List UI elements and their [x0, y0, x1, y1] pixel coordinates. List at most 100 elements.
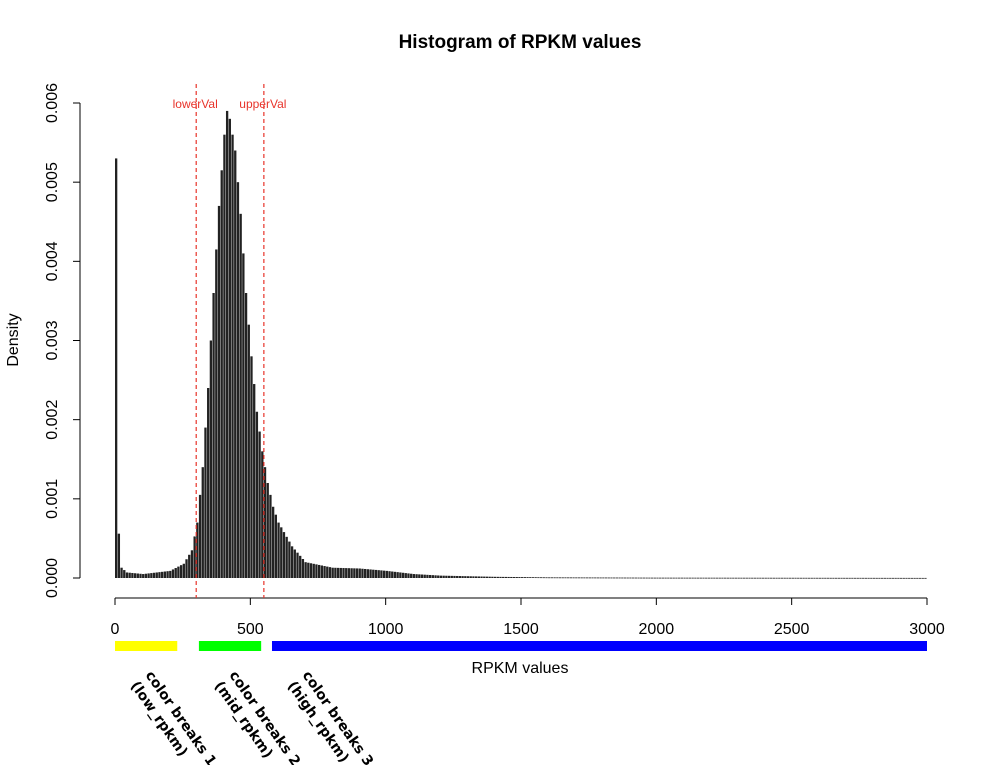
histogram-bar: [480, 576, 483, 578]
histogram-bar: [634, 577, 637, 579]
color-break-label-2: color breaks 2(mid_rpkm): [211, 668, 303, 765]
histogram-bar: [534, 577, 537, 579]
histogram-bar: [115, 158, 118, 579]
histogram-bar: [466, 576, 470, 578]
histogram-bar: [867, 577, 870, 579]
color-break-bar-3: [271, 641, 927, 651]
y-tick-label: 0.003: [44, 320, 61, 360]
reference-lines: lowerVal upperVal: [173, 84, 286, 598]
histogram-bar: [626, 577, 629, 579]
histogram-bar: [726, 577, 730, 579]
histogram-bar: [139, 573, 142, 578]
histogram-bar: [602, 577, 605, 579]
histogram-bar: [853, 577, 857, 579]
histogram-bar: [215, 249, 218, 578]
histogram-bar: [374, 569, 378, 578]
histogram-bar: [575, 577, 578, 579]
histogram-bar: [285, 536, 288, 578]
histogram-bar: [152, 572, 156, 578]
histogram-bar: [807, 577, 811, 579]
x-axis-label: RPKM values: [472, 660, 569, 677]
histogram-bar: [813, 577, 816, 579]
histogram-bar: [188, 554, 191, 578]
histogram-bar: [894, 577, 897, 579]
histogram-bar: [174, 568, 177, 578]
histogram-bar: [318, 564, 321, 578]
histogram-bar: [837, 577, 840, 579]
histogram-bar: [521, 577, 524, 578]
histogram-bar: [802, 577, 805, 579]
histogram-bar: [745, 577, 748, 579]
histogram-bar: [304, 562, 307, 578]
histogram-bar: [242, 253, 245, 579]
histogram-bar: [326, 566, 329, 578]
histogram-bar: [404, 573, 407, 578]
histogram-bar: [680, 577, 683, 579]
histogram-bar: [483, 576, 486, 578]
histogram-bar: [331, 567, 334, 578]
histogram-bar: [661, 577, 665, 579]
histogram-bar: [585, 577, 589, 579]
histogram-bar: [742, 577, 746, 579]
histogram-bar: [150, 573, 153, 578]
histogram-bar: [899, 577, 903, 579]
histogram-bar: [924, 577, 927, 579]
histogram-bar: [488, 576, 491, 578]
histogram-bar: [117, 533, 121, 578]
y-tick-label: 0.002: [44, 400, 61, 440]
histogram-bar: [223, 134, 226, 579]
histogram-bar: [336, 567, 340, 578]
histogram-bar: [445, 575, 448, 578]
histogram-bar: [464, 576, 467, 578]
histogram-bar: [631, 577, 635, 579]
histogram-bar: [434, 575, 437, 578]
histogram-bar: [461, 576, 464, 578]
color-break-label-3: color breaks 3(high_rpkm): [284, 668, 376, 765]
histogram-bar: [477, 576, 480, 578]
histogram-bar: [361, 568, 364, 578]
histogram-bar: [667, 577, 670, 579]
histogram-bar: [542, 577, 545, 579]
histogram-bar: [169, 570, 172, 579]
histogram-bar: [564, 577, 567, 579]
histogram-bar: [794, 577, 797, 579]
histogram-bar: [250, 356, 253, 578]
histogram-bar: [851, 577, 854, 579]
color-break-bar-1: [115, 641, 178, 651]
histogram-bar: [120, 567, 123, 578]
histogram-bar: [236, 182, 240, 579]
histogram-bar: [312, 563, 315, 578]
histogram-bar: [510, 576, 513, 578]
histogram-bar: [185, 559, 188, 578]
histogram-bar: [136, 573, 139, 578]
y-tick-label: 0.004: [44, 241, 61, 281]
histogram-bar: [512, 577, 516, 578]
histogram-bar: [761, 577, 765, 579]
histogram-bar: [507, 576, 510, 578]
histogram-bar: [748, 577, 751, 579]
histogram-bar: [380, 570, 383, 578]
histogram-bar: [142, 574, 145, 578]
histogram-bar: [664, 577, 667, 579]
histogram-bar: [358, 568, 361, 578]
histogram-bar: [767, 577, 770, 579]
histogram-bar: [715, 577, 719, 579]
x-tick-label: 2500: [774, 621, 810, 638]
histogram-bar: [824, 577, 827, 579]
histogram-bar: [872, 577, 876, 579]
histogram-bar: [255, 411, 259, 578]
histogram-bar: [182, 563, 185, 578]
histogram-bar: [764, 577, 767, 579]
reference-label-lowerVal: lowerVal: [173, 97, 218, 111]
histogram-bar: [604, 577, 608, 579]
histogram-bar: [391, 571, 394, 578]
histogram-bar: [274, 514, 277, 578]
histogram-bar: [623, 577, 627, 579]
histogram-bar: [526, 577, 529, 578]
histogram-bar: [553, 577, 556, 579]
histogram-bar: [377, 570, 380, 578]
chart-title: Histogram of RPKM values: [399, 32, 642, 53]
histogram-bar: [545, 577, 548, 579]
histogram-bar: [826, 577, 830, 579]
